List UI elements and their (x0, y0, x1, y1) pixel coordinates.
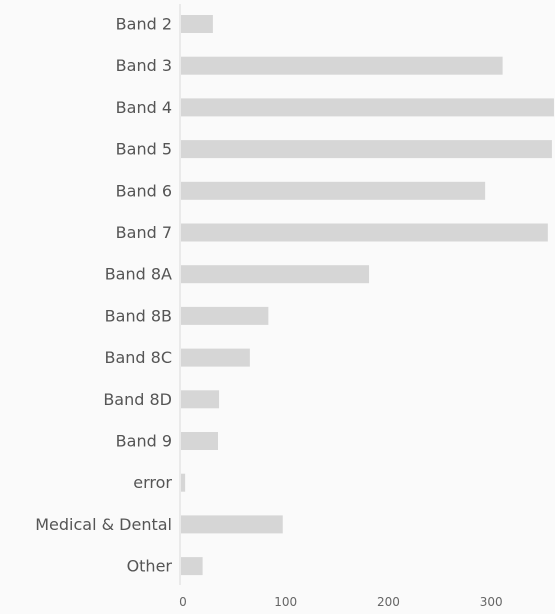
x-tick-label: 0 (179, 595, 187, 609)
x-tick-labels: 0 100 200 300 (179, 595, 502, 609)
x-tick-label: 200 (377, 595, 400, 609)
category-labels: Band 2 Band 3 Band 4 Band 5 Band 6 Band 7 Band… (35, 15, 172, 576)
category-label: Band 3 (116, 56, 172, 75)
bar-medical-dental (181, 515, 283, 534)
bars-group (181, 15, 554, 576)
bar-band-7 (181, 223, 548, 242)
category-label: Band 4 (116, 98, 172, 117)
bar-band-8c (181, 348, 250, 367)
x-tick-label: 100 (274, 595, 297, 609)
bar-band-8d (181, 390, 220, 409)
category-label: error (133, 473, 172, 492)
category-label: Band 8B (105, 306, 172, 325)
bar-band-3 (181, 56, 503, 75)
category-label: Band 9 (116, 432, 172, 451)
x-tick-label: 300 (480, 595, 503, 609)
category-label: Band 5 (116, 140, 172, 159)
bar-band-6 (181, 181, 486, 200)
category-label: Medical & Dental (35, 515, 172, 534)
bar-band-8a (181, 265, 370, 284)
category-label: Band 6 (116, 181, 172, 200)
category-label: Band 2 (116, 15, 172, 34)
category-label: Band 7 (116, 223, 172, 242)
category-label: Band 8D (103, 390, 172, 409)
bar-band-9 (181, 432, 219, 450)
category-label: Band 8A (105, 265, 172, 284)
bar-band-4 (181, 98, 554, 117)
category-label: Other (127, 557, 173, 576)
category-label: Band 8C (104, 348, 172, 367)
bar-other (181, 557, 203, 576)
bar-band-8b (181, 306, 269, 325)
bar-error (181, 473, 186, 492)
bar-band-5 (181, 140, 552, 159)
bar-band-2 (181, 15, 213, 33)
